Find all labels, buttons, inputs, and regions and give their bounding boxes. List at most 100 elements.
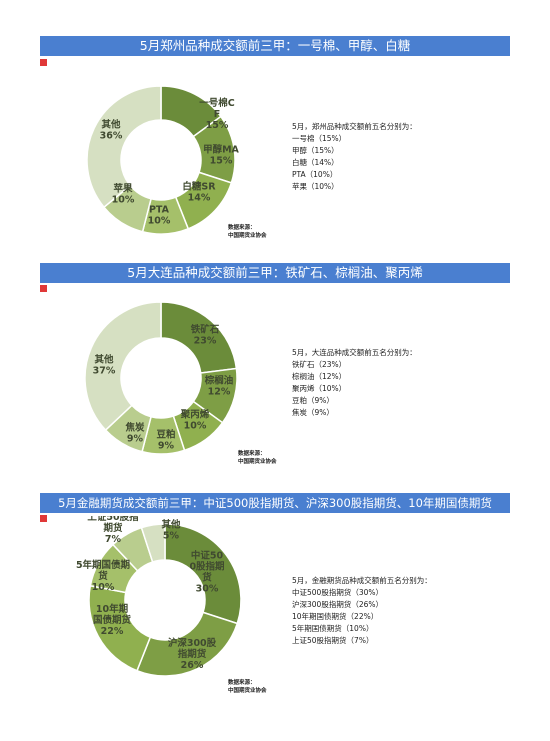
slice-value: 14% xyxy=(188,193,211,204)
slice-category: 10年期 xyxy=(96,603,128,615)
source-org: 中国期货业协会 xyxy=(228,688,267,694)
slice-label: 其他 37% xyxy=(93,354,116,377)
slice-value: 15% xyxy=(206,120,229,131)
summary-item: 棕榈油（12%） xyxy=(292,372,347,381)
slice-value: 10% xyxy=(184,421,207,432)
slice-category: 一号棉C xyxy=(199,97,235,109)
slice-category: 中证50 xyxy=(191,550,224,562)
slice-value: 23% xyxy=(194,336,217,347)
slice-label: 沪深300股指期货 26% xyxy=(168,637,217,671)
slice-label: 10年期国债期货 22% xyxy=(93,603,132,637)
summary-item: 中证500股指期货（30%） xyxy=(292,588,383,597)
slice-label: 苹果 10% xyxy=(112,183,135,206)
slice-value: 37% xyxy=(93,366,116,377)
slice-value: 5% xyxy=(163,531,180,542)
donut-slice xyxy=(160,301,238,374)
slice-value: 10% xyxy=(148,216,171,227)
summary-item: 一号棉（15%） xyxy=(292,134,347,143)
slice-category: 货 xyxy=(201,572,212,584)
slice-label: 白糖SR 14% xyxy=(182,181,216,204)
slice-category: 货 xyxy=(97,570,108,582)
red-marker-icon xyxy=(40,285,47,292)
slice-label: PTA 10% xyxy=(148,205,171,227)
source-label: 数据来源： xyxy=(238,451,266,457)
summary-item: 白糖（14%） xyxy=(292,158,339,167)
slice-label: 一号棉C F 15% xyxy=(199,97,235,131)
source-org: 中国期货业协会 xyxy=(238,459,277,465)
data-source: 数据来源： 中国期货业协会 xyxy=(228,224,267,240)
slice-value: 9% xyxy=(158,441,175,452)
summary-text: 5月，金融期货品种成交额前五名分别为： 中证500股指期货（30%） 沪深300… xyxy=(292,575,432,647)
slice-category: 国债期货 xyxy=(93,614,132,626)
summary-item: 焦炭（9%） xyxy=(292,408,334,417)
summary-text: 5月，郑州品种成交额前五名分别为： 一号棉（15%） 甲醇（15%） 白糖（14… xyxy=(292,121,417,193)
source-label: 数据来源： xyxy=(228,680,256,686)
slice-value: 36% xyxy=(100,131,123,142)
slice-label: 棕榈油 12% xyxy=(204,375,234,398)
summary-item: 上证50股指期货（7%） xyxy=(292,636,374,645)
slice-category: 上证50股指 xyxy=(87,516,139,523)
summary-item: 甲醇（15%） xyxy=(292,146,339,155)
section-title: 5月大连品种成交额前三甲：铁矿石、棕榈油、聚丙烯 xyxy=(40,263,510,283)
source-label: 数据来源： xyxy=(228,225,256,231)
slice-label: 上证50股指期货 7% xyxy=(87,516,139,545)
slice-category: 指期货 xyxy=(178,648,207,660)
summary-item: 铁矿石（23%） xyxy=(292,360,347,369)
data-source: 数据来源： 中国期货业协会 xyxy=(238,450,277,466)
slice-value: 7% xyxy=(105,534,122,545)
slice-label: 5年期国债期货 10% xyxy=(76,559,130,593)
summary-item: 豆粕（9%） xyxy=(292,396,334,405)
slice-value: 9% xyxy=(127,434,144,445)
summary-item: 聚丙烯（10%） xyxy=(292,384,347,393)
slice-category: PTA xyxy=(149,205,170,216)
slice-category: 其他 xyxy=(101,119,121,131)
summary-intro: 5月，郑州品种成交额前五名分别为： xyxy=(292,122,417,131)
slice-label: 其他 36% xyxy=(100,119,123,142)
slice-label: 铁矿石 23% xyxy=(191,324,220,347)
slice-category: 焦炭 xyxy=(124,422,145,434)
summary-item: 5年期国债期货（10%） xyxy=(292,624,374,633)
slice-category: 其他 xyxy=(94,354,114,366)
slice-category: 甲醇MA xyxy=(203,144,239,156)
slice-category: 沪深300股 xyxy=(168,637,217,649)
slice-label: 豆粕 9% xyxy=(156,429,175,452)
slice-category: 聚丙烯 xyxy=(180,409,210,421)
slice-value: 30% xyxy=(196,584,219,595)
section-title: 5月郑州品种成交额前三甲：一号棉、甲醇、白糖 xyxy=(40,36,510,56)
slice-category: 5年期国债期 xyxy=(76,559,130,571)
slice-value: 12% xyxy=(208,387,231,398)
slice-value: 10% xyxy=(92,582,115,593)
donut-chart-zhengzhou: 一号棉C F 15%甲醇MA 15%白糖SR 14%PTA 10%苹果 10%其他 36% xyxy=(86,86,240,235)
data-source: 数据来源： 中国期货业协会 xyxy=(228,679,267,695)
slice-category: 其他 xyxy=(161,519,181,531)
donut-slice xyxy=(86,86,162,209)
slice-value: 10% xyxy=(112,195,135,206)
slice-value: 15% xyxy=(210,156,233,167)
summary-item: 10年期国债期货（22%） xyxy=(292,612,379,621)
slice-category: 苹果 xyxy=(113,183,133,195)
donut-slice xyxy=(136,611,239,677)
donut-chart-dalian: 铁矿石 23%棕榈油 12%聚丙烯 10%豆粕 9%焦炭 9%其他 37% xyxy=(84,301,238,455)
slice-category: 铁矿石 xyxy=(191,324,220,336)
red-marker-icon xyxy=(40,515,47,522)
slice-category: 期货 xyxy=(103,522,123,534)
slice-label: 甲醇MA 15% xyxy=(203,144,239,167)
donut-slice xyxy=(164,523,242,625)
slice-value: 26% xyxy=(181,660,204,671)
slice-category: 0股指期 xyxy=(189,561,224,573)
red-marker-icon xyxy=(40,59,47,66)
slice-label: 其他 5% xyxy=(161,519,181,542)
donut-slice xyxy=(140,523,166,563)
slice-category: 棕榈油 xyxy=(204,375,234,387)
summary-text: 5月，大连品种成交额前五名分别为： 铁矿石（23%） 棕榈油（12%） 聚丙烯（… xyxy=(292,347,417,419)
summary-intro: 5月，金融期货品种成交额前五名分别为： xyxy=(292,576,432,585)
slice-category: 白糖SR xyxy=(182,181,216,193)
summary-item: PTA（10%） xyxy=(292,170,338,179)
slice-category: F xyxy=(214,109,221,120)
slice-label: 焦炭 9% xyxy=(124,422,145,445)
summary-intro: 5月，大连品种成交额前五名分别为： xyxy=(292,348,417,357)
summary-item: 苹果（10%） xyxy=(292,182,339,191)
slice-category: 豆粕 xyxy=(156,429,175,441)
donut-chart-financial: 中证50 0股指期货 30%沪深300股指期货 26%10年期国债期货 22%5年期国债… xyxy=(76,516,242,677)
slice-value: 22% xyxy=(101,626,124,637)
